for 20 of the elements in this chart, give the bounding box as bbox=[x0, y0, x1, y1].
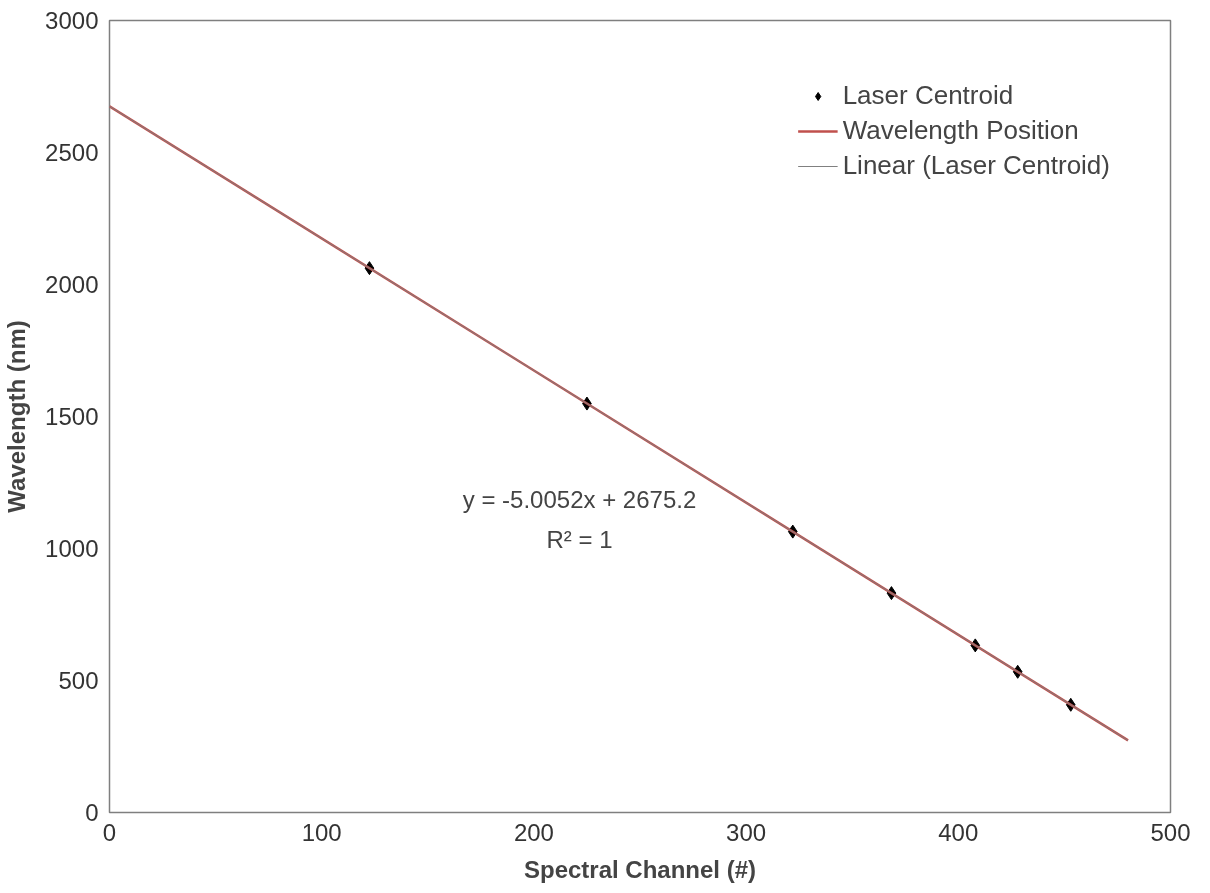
y-tick-label: 2000 bbox=[45, 271, 99, 298]
legend-label: Linear (Laser Centroid) bbox=[842, 150, 1110, 181]
x-axis-title: Spectral Channel (#) bbox=[523, 855, 757, 883]
legend-label: Laser Centroid bbox=[842, 80, 1014, 111]
x-tick-label: 400 bbox=[938, 818, 979, 846]
x-tick-label: 500 bbox=[1150, 818, 1191, 846]
y-tick-label: 1500 bbox=[45, 403, 99, 430]
annotation: R² = 1 bbox=[546, 525, 613, 553]
x-tick-label: 100 bbox=[301, 818, 342, 846]
x-tick-label: 200 bbox=[513, 818, 554, 846]
y-tick-label: 500 bbox=[58, 667, 99, 694]
annotation: y = -5.0052x + 2675.2 bbox=[462, 485, 697, 513]
x-tick-label: 300 bbox=[726, 818, 767, 846]
y-tick-label: 1000 bbox=[45, 535, 99, 562]
y-axis-title: Wavelength (nm) bbox=[3, 320, 31, 513]
y-tick-label: 3000 bbox=[45, 7, 99, 34]
y-tick-label: 2500 bbox=[45, 139, 99, 166]
y-tick-label: 0 bbox=[85, 799, 99, 826]
x-tick-label: 0 bbox=[102, 818, 117, 846]
legend-label: Wavelength Position bbox=[842, 115, 1079, 146]
